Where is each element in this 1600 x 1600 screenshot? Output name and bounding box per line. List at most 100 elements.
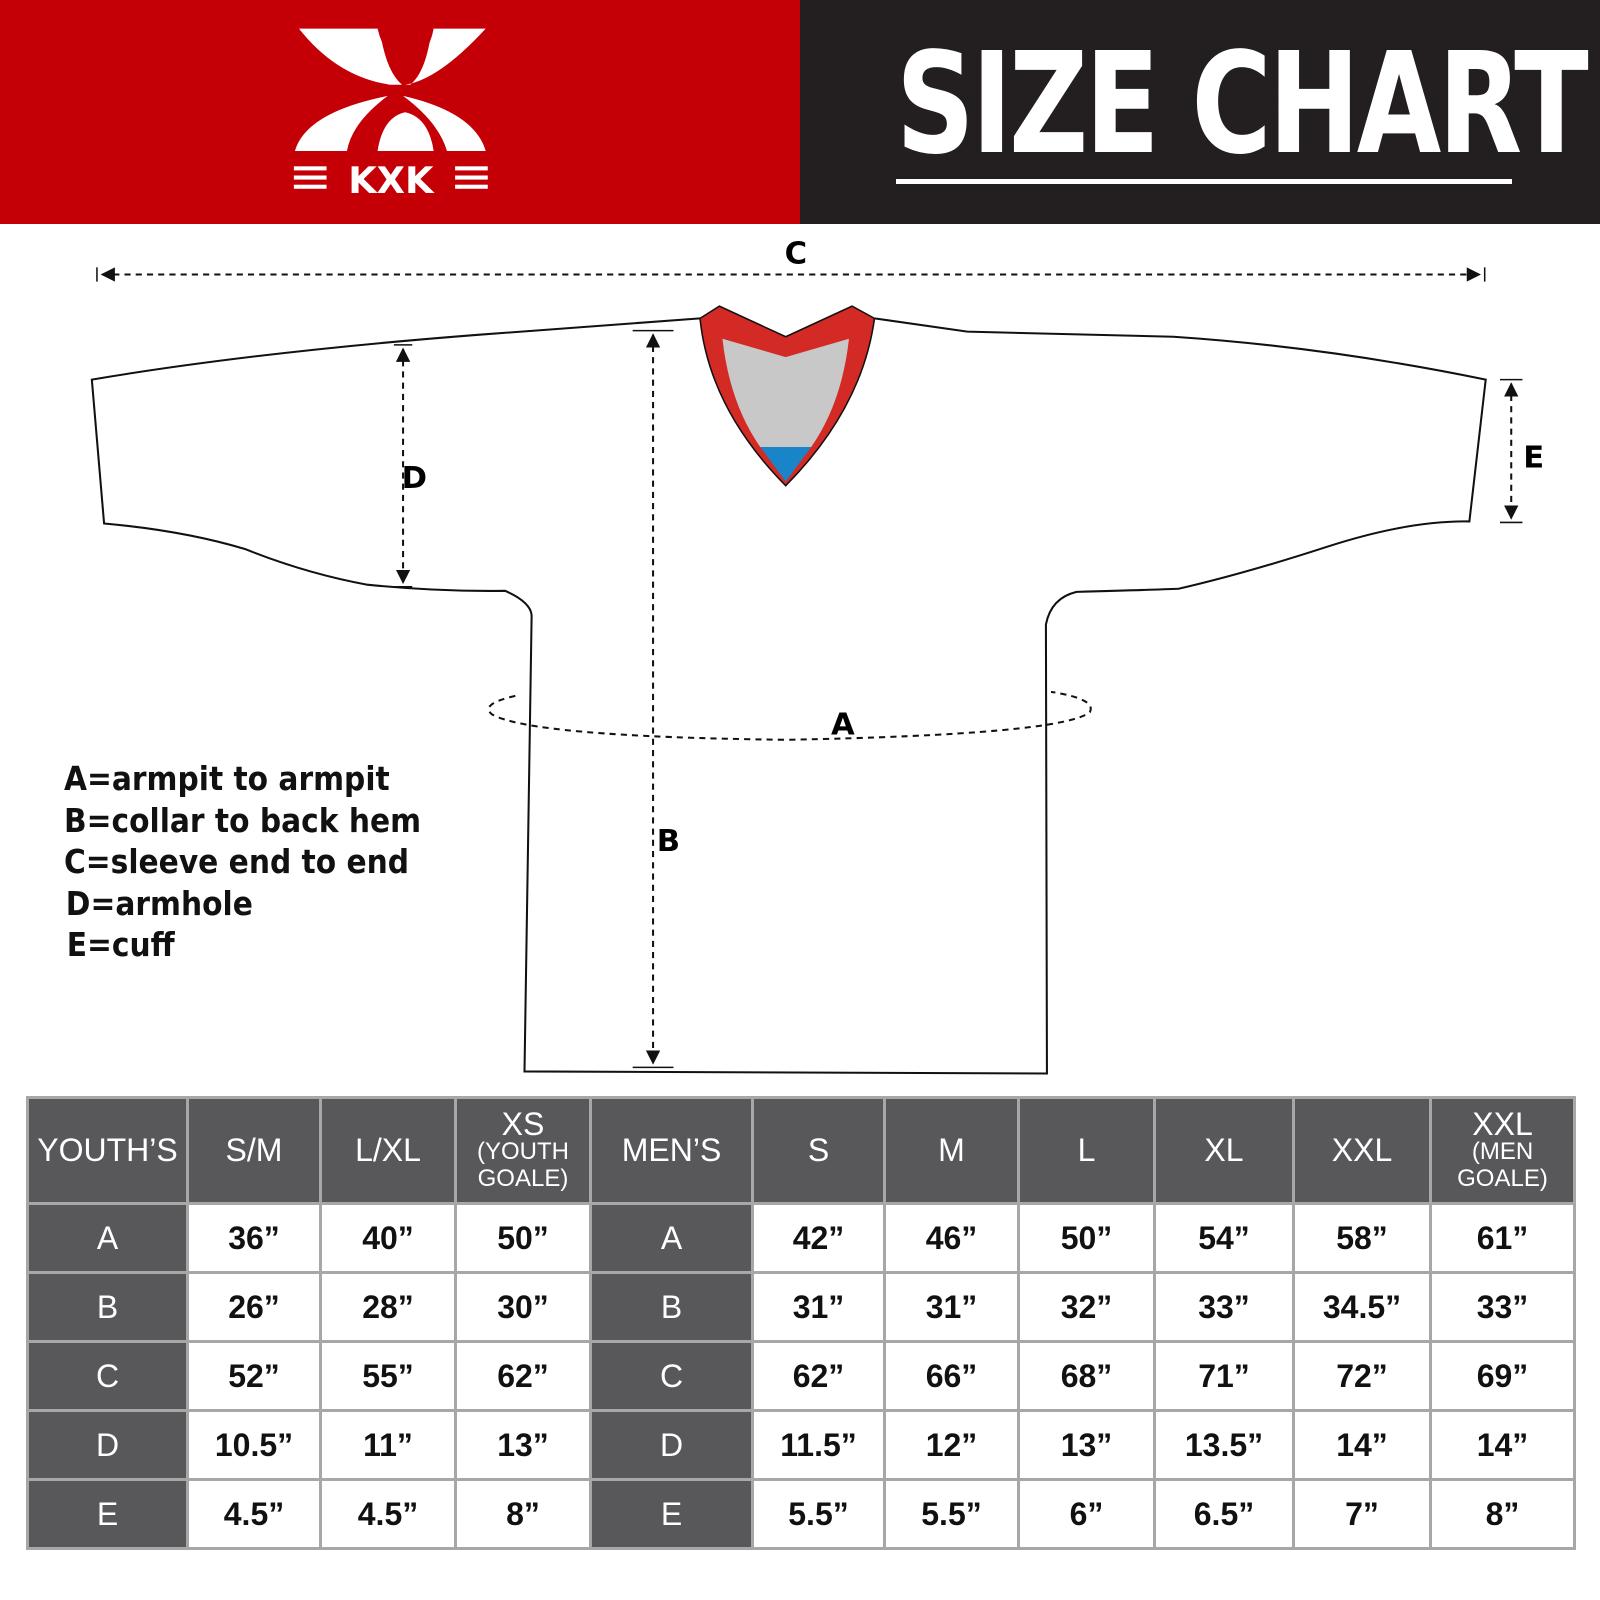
dimension-b: B (632, 329, 680, 1069)
measurement-cell: 13” (454, 1409, 592, 1481)
label-a: A (831, 708, 855, 743)
size-label: L/XL (355, 1132, 421, 1168)
kxk-logo: KXK (293, 28, 488, 202)
legend-item: C=sleeve end to end (64, 842, 410, 881)
dimension-c: C (96, 236, 1486, 282)
measurement-cell: 32” (1017, 1271, 1156, 1343)
measurement-cell: 34.5” (1292, 1271, 1432, 1343)
size-header: XXL (1292, 1096, 1432, 1205)
measurement-cell: 8” (454, 1478, 592, 1550)
size-sublabel: (YOUTH GOALE) (477, 1137, 569, 1192)
size-label: XXL (1472, 1105, 1533, 1142)
legend-item: A=armpit to armpit (64, 759, 390, 798)
row-label: C (26, 1340, 189, 1412)
measurement-cell: 11.5” (751, 1409, 886, 1481)
measurement-cell: 11” (319, 1409, 457, 1481)
size-header: M (883, 1096, 1020, 1205)
size-label: XXL (1331, 1132, 1393, 1168)
legend-item: B=collar to back hem (64, 800, 422, 840)
row-label: A (26, 1202, 189, 1274)
measurement-cell: 10.5” (186, 1409, 322, 1481)
label-d: D (402, 461, 427, 496)
label-c: C (785, 236, 807, 271)
row-label: B (26, 1271, 189, 1343)
row-label: E (589, 1478, 754, 1550)
table-row: E 4.5” 4.5” 8” E 5.5” 5.5” 6” 6.5” 7” 8” (26, 1478, 1576, 1550)
size-sublabel: (MEN GOALE) (1457, 1137, 1548, 1192)
size-header: S (751, 1096, 886, 1205)
measurement-cell: 31” (883, 1271, 1020, 1343)
measurement-cell: 6” (1017, 1478, 1156, 1550)
jersey-outline (90, 317, 1487, 1075)
measurement-cell: 62” (751, 1340, 886, 1412)
size-header: XL (1153, 1096, 1295, 1205)
measurement-cell: 66” (883, 1340, 1020, 1412)
measurement-cell: 36” (186, 1202, 322, 1274)
label-b: B (657, 824, 680, 859)
youth-header: YOUTH’S (26, 1096, 189, 1205)
measurement-cell: 13.5” (1153, 1409, 1295, 1481)
legend-item: E=cuff (66, 925, 175, 964)
size-header: XXL (MEN GOALE) (1429, 1096, 1576, 1205)
size-label: S/M (225, 1132, 283, 1168)
men-header: MEN’S (589, 1096, 754, 1205)
measurement-cell: 6.5” (1153, 1478, 1295, 1550)
measurement-cell: 4.5” (319, 1478, 457, 1550)
title-banner (800, 0, 1600, 224)
size-header: L/XL (319, 1096, 457, 1205)
measurement-cell: 54” (1153, 1202, 1295, 1274)
title-underline (896, 179, 1512, 184)
measurement-cell: 12” (883, 1409, 1020, 1481)
measurement-cell: 28” (319, 1271, 457, 1343)
table-header-row: YOUTH’S S/M L/XL XS (YOUTH GOALE) MEN’S S M L XL X… (26, 1096, 1576, 1205)
table-row: A 36” 40” 50” A 42” 46” 50” 54” 58” 61” (26, 1202, 1576, 1274)
row-label: D (589, 1409, 754, 1481)
measurement-legend: A=armpit to armpit B=collar to back hem … (64, 758, 421, 966)
size-label: L (1077, 1132, 1096, 1168)
table-row: C 52” 55” 62” C 62” 66” 68” 71” 72” 69” (26, 1340, 1576, 1412)
row-label: D (26, 1409, 189, 1481)
measurement-cell: 50” (454, 1202, 592, 1274)
measurement-cell: 14” (1429, 1409, 1576, 1481)
measurement-cell: 71” (1153, 1340, 1295, 1412)
measurement-cell: 58” (1292, 1202, 1432, 1274)
measurement-cell: 52” (186, 1340, 322, 1412)
measurement-cell: 8” (1429, 1478, 1576, 1550)
table-row: D 10.5” 11” 13” D 11.5” 12” 13” 13.5” 14” 14” (26, 1409, 1576, 1481)
legend-item: D=armhole (65, 883, 253, 923)
measurement-cell: 61” (1429, 1202, 1576, 1274)
label-e: E (1523, 440, 1544, 475)
size-label: XS (501, 1105, 545, 1142)
measurement-cell: 33” (1429, 1271, 1576, 1343)
measurement-cell: 46” (883, 1202, 1020, 1274)
collar (699, 305, 876, 487)
measurement-cell: 5.5” (751, 1478, 886, 1550)
size-header: S/M (186, 1096, 322, 1205)
measurement-cell: 69” (1429, 1340, 1576, 1412)
measurement-cell: 50” (1017, 1202, 1156, 1274)
size-header: L (1017, 1096, 1156, 1205)
measurement-cell: 33” (1153, 1271, 1295, 1343)
measurement-cell: 7” (1292, 1478, 1432, 1550)
measurement-cell: 26” (186, 1271, 322, 1343)
dimension-e: E (1500, 378, 1544, 524)
measurement-cell: 30” (454, 1271, 592, 1343)
measurement-cell: 55” (319, 1340, 457, 1412)
dimension-a: A (487, 690, 1092, 743)
row-label: B (589, 1271, 754, 1343)
measurement-cell: 40” (319, 1202, 457, 1274)
table-row: B 26” 28” 30” B 31” 31” 32” 33” 34.5” 33” (26, 1271, 1576, 1343)
measurement-cell: 62” (454, 1340, 592, 1412)
size-label: S (807, 1132, 830, 1168)
measurement-cell: 68” (1017, 1340, 1156, 1412)
size-header: XS (YOUTH GOALE) (454, 1096, 592, 1205)
measurement-cell: 13” (1017, 1409, 1156, 1481)
measurement-cell: 31” (751, 1271, 886, 1343)
measurement-cell: 14” (1292, 1409, 1432, 1481)
measurement-cell: 5.5” (883, 1478, 1020, 1550)
row-label: A (589, 1202, 754, 1274)
size-label: XL (1204, 1132, 1244, 1168)
size-label: M (938, 1132, 965, 1168)
row-label: C (589, 1340, 754, 1412)
